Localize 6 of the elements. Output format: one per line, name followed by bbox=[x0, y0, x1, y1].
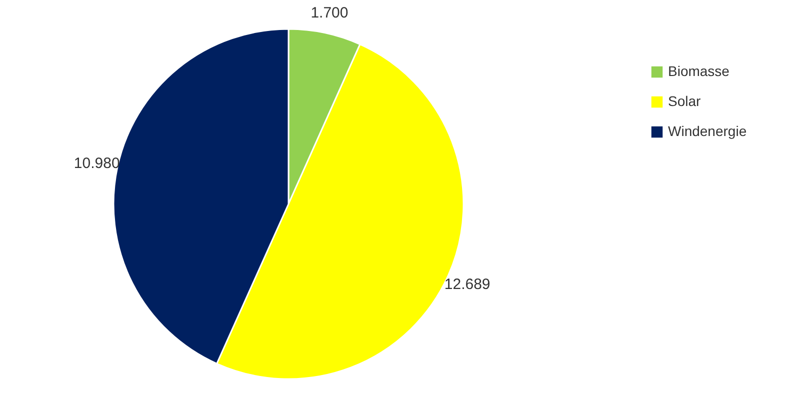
legend-label: Solar bbox=[668, 93, 702, 109]
data-label: 12.689 bbox=[444, 276, 490, 294]
legend-label: Windenergie bbox=[668, 123, 747, 139]
data-label: 1.700 bbox=[310, 4, 348, 22]
data-label: 10.980 bbox=[74, 154, 120, 172]
legend-label: Biomasse bbox=[668, 63, 730, 79]
